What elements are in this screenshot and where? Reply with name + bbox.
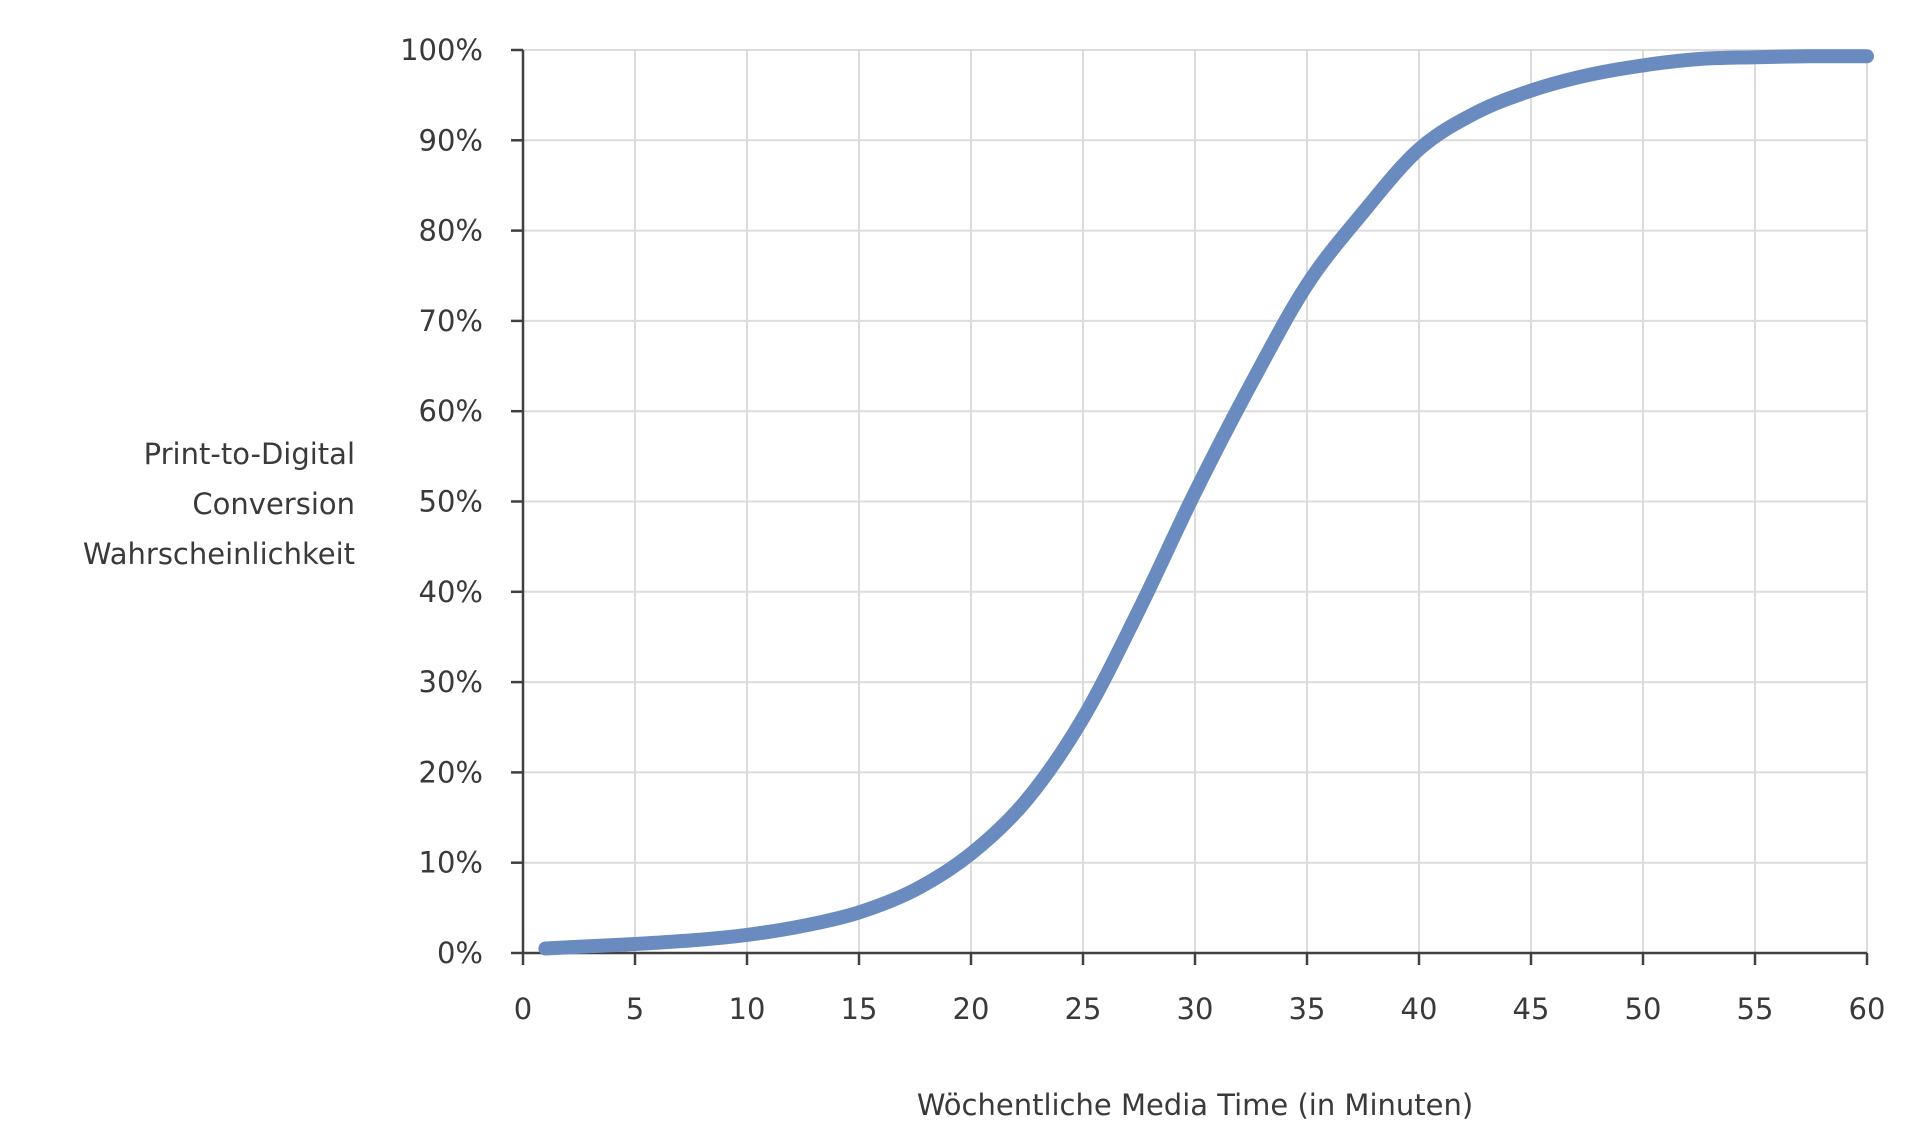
x-tick-label: 20 <box>953 992 990 1026</box>
y-tick-label: 100% <box>400 33 483 67</box>
x-tick-label: 40 <box>1401 992 1438 1026</box>
x-tick-label: 15 <box>841 992 878 1026</box>
y-tick-label: 30% <box>419 665 483 699</box>
x-tick-label: 60 <box>1849 992 1886 1026</box>
data-series <box>538 49 1874 956</box>
x-axis-title: Wöchentliche Media Time (in Minuten) <box>917 1088 1473 1122</box>
y-tick-label: 70% <box>419 304 483 338</box>
x-axis-tick-labels: 0 5 10 15 20 25 30 35 40 45 50 55 60 <box>514 992 1886 1026</box>
y-tick-label: 90% <box>419 123 483 157</box>
axes <box>511 48 1869 965</box>
x-tick-label: 10 <box>729 992 766 1026</box>
x-tick-label: 55 <box>1737 992 1774 1026</box>
y-tick-label: 40% <box>419 575 483 609</box>
x-tick-label: 30 <box>1177 992 1214 1026</box>
x-tick-label: 25 <box>1065 992 1102 1026</box>
conversion-probability-curve <box>538 49 1874 956</box>
y-tick-label: 60% <box>419 394 483 428</box>
y-tick-label: 20% <box>419 755 483 789</box>
y-axis-title-line-1: Print-to-Digital <box>144 437 355 471</box>
y-axis-title: Print-to-Digital Conversion Wahrscheinli… <box>83 437 355 571</box>
y-tick-label: 50% <box>419 485 483 519</box>
x-tick-label: 35 <box>1289 992 1326 1026</box>
y-tick-label: 0% <box>437 936 483 970</box>
y-tick-label: 80% <box>419 214 483 248</box>
y-tick-label: 10% <box>419 846 483 880</box>
gridlines <box>523 49 1868 953</box>
x-tick-label: 0 <box>514 992 532 1026</box>
y-axis-title-line-2: Conversion <box>192 487 355 521</box>
x-tick-label: 5 <box>626 992 644 1026</box>
x-tick-label: 45 <box>1513 992 1550 1026</box>
y-axis-tick-labels: 0% 10% 20% 30% 40% 50% 60% 70% 80% 90% 100% <box>400 33 483 970</box>
x-tick-label: 50 <box>1625 992 1662 1026</box>
y-axis-title-line-3: Wahrscheinlichkeit <box>83 537 355 571</box>
